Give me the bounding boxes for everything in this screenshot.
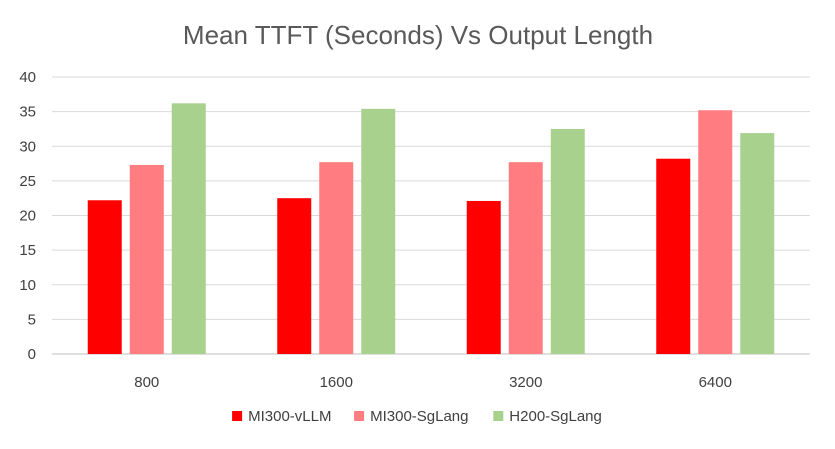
bar-mi300-sglang-6400 [698, 110, 733, 355]
y-tick-label: 30 [19, 138, 36, 155]
x-tick-label: 3200 [509, 374, 542, 391]
y-tick-label: 35 [19, 104, 36, 121]
legend-label: MI300-SgLang [370, 408, 468, 425]
x-tick-label: 800 [134, 374, 159, 391]
bar-mi300-vllm-6400 [656, 158, 691, 354]
bar-h200-sglang-1600 [361, 108, 396, 354]
bars [87, 103, 775, 355]
x-tick-label: 1600 [320, 374, 353, 391]
x-tick-label: 6400 [699, 374, 732, 391]
y-tick-label: 40 [19, 69, 36, 86]
bar-mi300-sglang-800 [129, 164, 164, 354]
bar-mi300-sglang-3200 [508, 162, 543, 354]
y-tick-label: 0 [28, 346, 36, 363]
legend-label: H200-SgLang [509, 408, 602, 425]
bar-mi300-sglang-1600 [319, 162, 354, 354]
legend-swatch [354, 411, 365, 421]
bar-mi300-vllm-1600 [277, 198, 312, 354]
y-tick-label: 25 [19, 173, 36, 190]
bar-h200-sglang-800 [171, 103, 206, 354]
y-axis-ticks: 0 5 10 15 20 25 30 35 40 [19, 69, 36, 363]
legend-swatch [493, 411, 504, 421]
bar-h200-sglang-3200 [550, 128, 585, 354]
y-tick-label: 5 [28, 311, 36, 328]
y-tick-label: 10 [19, 277, 36, 294]
legend: MI300-vLLM MI300-SgLang H200-SgLang [232, 408, 602, 425]
legend-swatch [232, 411, 243, 421]
x-axis-ticks: 800 1600 3200 6400 [134, 374, 732, 391]
bar-h200-sglang-6400 [740, 133, 775, 354]
y-tick-label: 20 [19, 208, 36, 225]
gridlines [52, 76, 810, 355]
chart-title: Mean TTFT (Seconds) Vs Output Length [183, 20, 653, 50]
y-tick-label: 15 [19, 242, 36, 259]
legend-label: MI300-vLLM [248, 408, 331, 425]
bar-mi300-vllm-3200 [466, 200, 501, 354]
bar-mi300-vllm-800 [87, 200, 122, 354]
